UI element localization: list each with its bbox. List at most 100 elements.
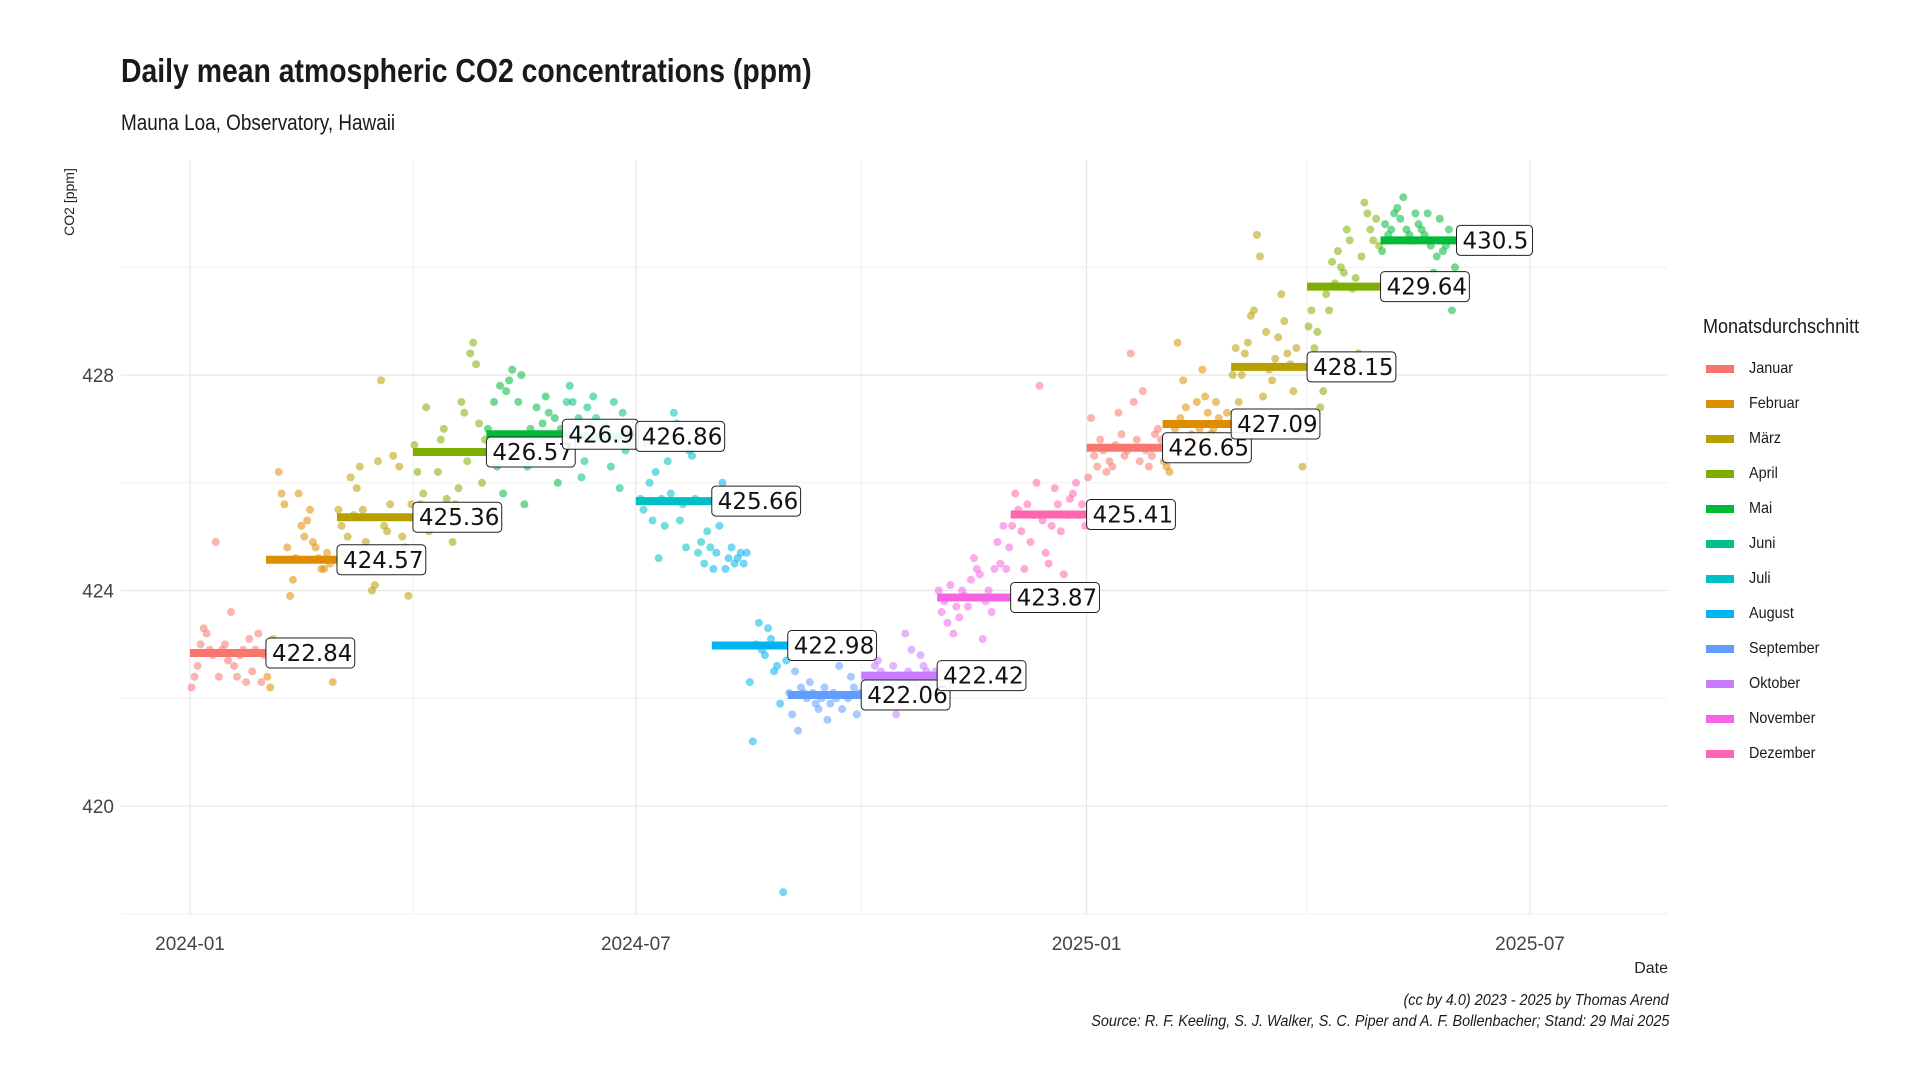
monthly-mean-label: 425.41 (1086, 499, 1176, 531)
daily-point (709, 564, 718, 573)
x-tick-label: 2025-07 (1495, 934, 1565, 955)
daily-point (1053, 500, 1062, 509)
daily-point (1173, 338, 1182, 347)
daily-point (460, 408, 469, 417)
daily-point (1444, 225, 1453, 234)
daily-point (1144, 462, 1153, 471)
daily-point (517, 371, 526, 379)
daily-point (1153, 424, 1162, 433)
daily-point (978, 634, 987, 643)
daily-point (1357, 252, 1366, 261)
daily-point (688, 451, 697, 460)
daily-point (724, 554, 733, 563)
daily-point (1280, 317, 1289, 326)
monthly-mean-label: 426.57 (485, 436, 576, 468)
daily-point (846, 672, 855, 681)
legend-key (1706, 504, 1734, 513)
legend-key (1706, 749, 1734, 758)
daily-point (257, 678, 266, 687)
legend-label: November (1749, 709, 1816, 727)
legend-item: März (1703, 421, 1876, 456)
legend-item: September (1703, 631, 1876, 666)
daily-point (1351, 274, 1360, 283)
x-tick-label: 2025-01 (1052, 934, 1122, 955)
daily-point (505, 376, 514, 385)
legend-key (1706, 469, 1734, 478)
legend-item: Oktober (1703, 666, 1876, 701)
daily-point (1132, 435, 1141, 444)
legend-key (1706, 574, 1734, 583)
daily-point (1360, 198, 1369, 207)
daily-point (230, 661, 239, 670)
y-tick-label: 424 (82, 582, 114, 603)
daily-point (280, 500, 289, 509)
caption-license: (cc by 4.0) 2023 - 2025 by Thomas Arend (1403, 992, 1669, 1009)
legend-label: Februar (1749, 394, 1800, 412)
daily-point (727, 543, 736, 552)
legend-key (1706, 644, 1734, 653)
daily-point (337, 521, 346, 530)
label-box (860, 679, 951, 711)
legend-label: Juli (1749, 569, 1771, 587)
daily-point (763, 624, 772, 633)
daily-point (283, 543, 292, 552)
daily-point (805, 678, 814, 687)
legend-item: Februar (1703, 386, 1876, 421)
monthly-mean-label: 426.65 (1162, 432, 1252, 464)
monthly-mean-bars (190, 236, 1457, 700)
daily-point (1147, 451, 1156, 460)
daily-point (1071, 478, 1080, 487)
daily-point (1090, 451, 1099, 460)
daily-point (1117, 430, 1126, 439)
legend-key (1706, 714, 1734, 723)
daily-point (463, 457, 472, 466)
daily-point (448, 538, 457, 547)
label-value: 426.65 (1169, 436, 1249, 462)
daily-point (1020, 564, 1029, 573)
daily-point (1319, 387, 1328, 396)
label-box (485, 436, 576, 468)
daily-point (1262, 327, 1271, 336)
daily-point (303, 516, 312, 525)
daily-point (697, 538, 706, 547)
daily-point (1011, 489, 1020, 498)
daily-point (466, 349, 475, 358)
daily-point (964, 602, 973, 611)
monthly-mean-label: 424.57 (336, 544, 427, 576)
label-value: 430.5 (1463, 228, 1529, 254)
daily-point (952, 602, 961, 611)
x-axis-title: Date (1634, 960, 1668, 977)
daily-point (889, 661, 898, 670)
daily-point (694, 548, 703, 557)
daily-point (654, 554, 663, 563)
daily-point (436, 435, 445, 444)
monthly-mean-label: 426.9 (561, 418, 639, 450)
daily-point (520, 500, 529, 509)
daily-point (320, 564, 329, 573)
label-value: 422.84 (272, 641, 352, 667)
label-box (1010, 582, 1100, 614)
legend-label: Mai (1749, 499, 1773, 517)
daily-point (439, 424, 448, 433)
daily-point (1277, 290, 1286, 299)
daily-point (1307, 306, 1316, 315)
daily-point (1138, 387, 1147, 396)
label-value: 427.09 (1237, 412, 1317, 438)
daily-point (248, 667, 257, 676)
daily-point (514, 397, 523, 406)
daily-point (565, 381, 574, 390)
legend-title: Monatsdurchschnitt (1703, 316, 1860, 338)
daily-point (835, 661, 844, 670)
daily-point (706, 543, 715, 552)
daily-point (323, 548, 332, 557)
daily-point (1181, 403, 1190, 412)
daily-point (776, 699, 785, 708)
daily-point (1339, 268, 1348, 277)
daily-point (1310, 344, 1319, 353)
daily-point (442, 494, 451, 503)
daily-point (1059, 570, 1068, 579)
daily-point (788, 710, 797, 719)
chart-subtitle: Mauna Loa, Observatory, Hawaii (121, 110, 396, 135)
legend-item: Mai (1703, 491, 1876, 526)
